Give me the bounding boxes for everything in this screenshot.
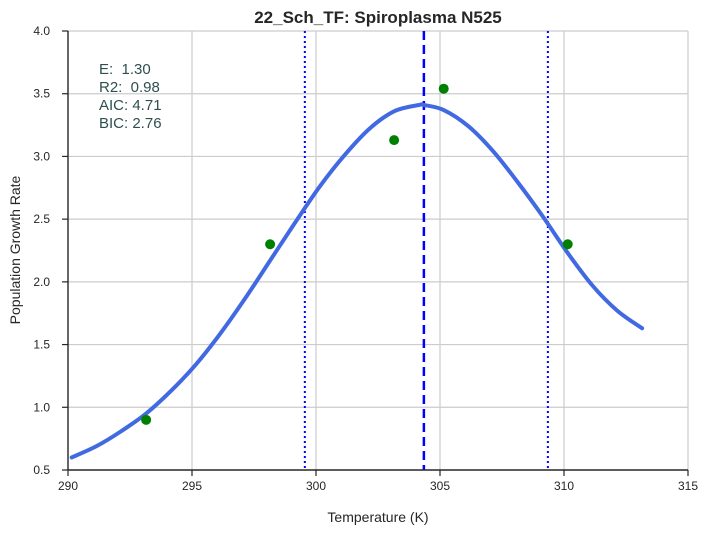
x-tick-label: 315 (678, 479, 698, 493)
x-tick-label: 300 (306, 479, 326, 493)
data-point (389, 135, 400, 146)
y-tick-label: 2.0 (33, 275, 50, 289)
stat-line: R2: 0.98 (99, 79, 160, 96)
y-tick-label: 3.0 (33, 149, 50, 163)
data-point (265, 239, 276, 250)
stat-line: BIC: 2.76 (99, 115, 162, 132)
y-tick-label: 3.5 (33, 87, 50, 101)
y-axis-ticks: 0.5 1.0 1.5 2.0 2.5 3.0 3.5 4.0 (33, 24, 68, 477)
y-tick-label: 1.0 (33, 400, 50, 414)
grid-lines (68, 30, 689, 470)
y-tick-label: 2.5 (33, 212, 50, 226)
stat-line: E: 1.30 (99, 61, 151, 78)
data-point (438, 83, 449, 94)
x-tick-label: 305 (430, 479, 450, 493)
fit-curve (69, 102, 645, 460)
x-axis-label: Temperature (K) (327, 509, 428, 525)
y-tick-label: 1.5 (33, 338, 50, 352)
x-tick-label: 295 (182, 479, 202, 493)
observed-points (141, 83, 573, 425)
x-axis-ticks: 290 295 300 305 310 315 (58, 470, 698, 493)
x-tick-label: 310 (554, 479, 574, 493)
x-tick-label: 290 (58, 479, 78, 493)
y-tick-label: 4.0 (33, 24, 50, 38)
y-axis-label: Population Growth Rate (7, 175, 23, 324)
data-point (141, 414, 152, 425)
data-point (562, 239, 573, 250)
stat-line: AIC: 4.71 (99, 97, 162, 114)
y-tick-label: 0.5 (33, 463, 50, 477)
chart-title: 22_Sch_TF: Spiroplasma N525 (254, 8, 502, 27)
axes (67, 31, 688, 471)
